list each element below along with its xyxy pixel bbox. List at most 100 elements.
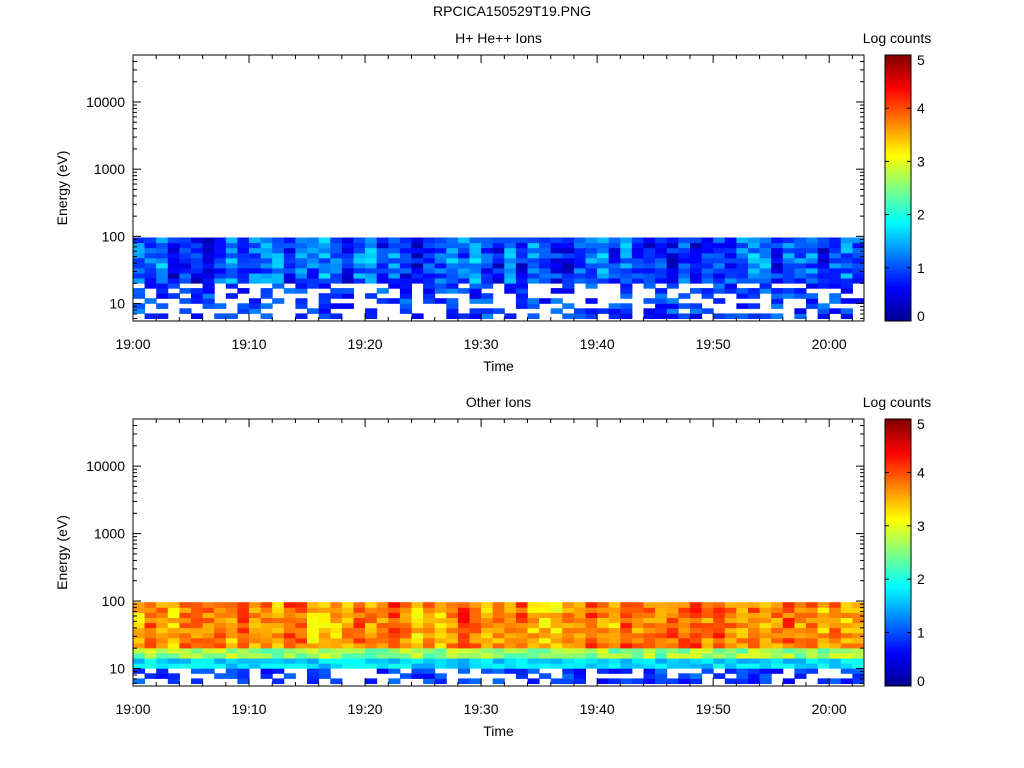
spectrogram-cell [469,288,482,294]
spectrogram-cell [179,262,192,269]
spectrogram-cell [620,313,633,319]
spectrogram-1 [133,237,865,319]
x-tick-label: 19:50 [696,701,731,717]
colorbar-step [885,247,911,251]
spectrogram-cell [852,602,865,608]
spectrogram-cell [423,298,436,304]
spectrogram-cell [156,647,169,654]
spectrogram-cell [423,663,436,669]
spectrogram-cell [191,653,204,659]
spectrogram-cell [434,673,447,679]
spectrogram-cell [167,247,180,254]
colorbar-step [885,476,911,480]
spectrogram-cell [423,607,436,613]
spectrogram-cell [782,607,795,613]
spectrogram-cell [817,278,830,284]
x-tick-label: 19:00 [115,336,150,352]
spectrogram-cell [620,288,633,294]
spectrogram-cell [399,612,412,618]
spectrogram-cell [840,237,853,244]
spectrogram-cell [748,272,761,279]
spectrogram-cell [179,288,192,294]
spectrogram-cell [457,658,470,664]
colorbar-step [885,185,911,189]
spectrogram-cell [341,617,354,624]
spectrogram-cell [736,247,749,254]
spectrogram-cell [736,617,749,624]
spectrogram-cell [724,622,737,629]
spectrogram-cell [399,257,412,264]
colorbar-step [885,258,911,262]
spectrogram-cell [515,663,528,669]
spectrogram-cell [225,272,238,279]
colorbar-step [885,594,911,598]
spectrogram-cell [539,247,552,254]
spectrogram-cell [353,617,366,624]
spectrogram-cell [133,627,146,634]
spectrogram-cell [191,313,204,319]
spectrogram-cell [817,642,830,649]
spectrogram-cell [411,637,424,644]
spectrogram-cell [806,272,819,279]
spectrogram-cell [608,602,621,608]
spectrogram-cell [643,632,656,639]
colorbar-step [885,189,911,193]
spectrogram-cell [782,272,795,279]
colorbar-step [885,92,911,96]
spectrogram-cell [620,642,633,649]
spectrogram-cell [446,278,459,284]
spectrogram-cell [515,283,528,289]
spectrogram-cell [829,658,842,664]
colorbar-step [885,567,911,571]
spectrogram-cell [202,242,215,249]
spectrogram-cell [446,308,459,314]
spectrogram-cell [457,602,470,608]
spectrogram-cell [655,607,668,613]
spectrogram-cell [481,278,494,284]
spectrogram-cell [782,267,795,274]
spectrogram-cell [191,663,204,669]
spectrogram-cell [782,653,795,659]
spectrogram-cell [771,617,784,624]
colorbar-step [885,540,911,545]
spectrogram-cell [249,653,262,659]
spectrogram-cell [144,267,157,274]
spectrogram-cell [469,678,482,684]
spectrogram-cell [527,272,540,279]
spectrogram-cell [585,653,598,659]
spectrogram-cell [237,303,250,309]
spectrogram-cell [434,602,447,608]
spectrogram-cell [504,668,517,674]
spectrogram-cell [237,612,250,618]
colorbar-step [885,583,911,587]
spectrogram-cell [133,612,146,618]
colorbar-step [885,498,911,502]
spectrogram-cell [341,247,354,254]
spectrogram-cell [690,237,703,244]
spectrogram-cell [562,602,575,608]
spectrogram-cell [365,257,378,264]
spectrogram-cell [318,283,331,289]
spectrogram-cell [237,658,250,664]
colorbar-step [885,293,911,298]
spectrogram-cell [330,288,343,294]
spectrogram-cell [144,612,157,618]
spectrogram-cell [794,673,807,679]
spectrogram-cell [643,272,656,279]
colorbar-step [885,605,911,609]
colorbar-step [885,140,911,145]
spectrogram-cell [341,293,354,299]
spectrogram-cell [573,257,586,264]
spectrogram-cell [202,632,215,639]
colorbar-step [885,478,911,482]
spectrogram-cell [469,612,482,618]
spectrogram-cell [817,313,830,319]
spectrogram-cell [214,257,227,264]
spectrogram-cell [829,612,842,618]
spectrogram-cell [469,272,482,279]
spectrogram-cell [237,668,250,674]
spectrogram-cell [353,262,366,269]
spectrogram-cell [318,668,331,674]
colorbar-step [885,683,911,687]
spectrogram-cell [492,247,505,254]
